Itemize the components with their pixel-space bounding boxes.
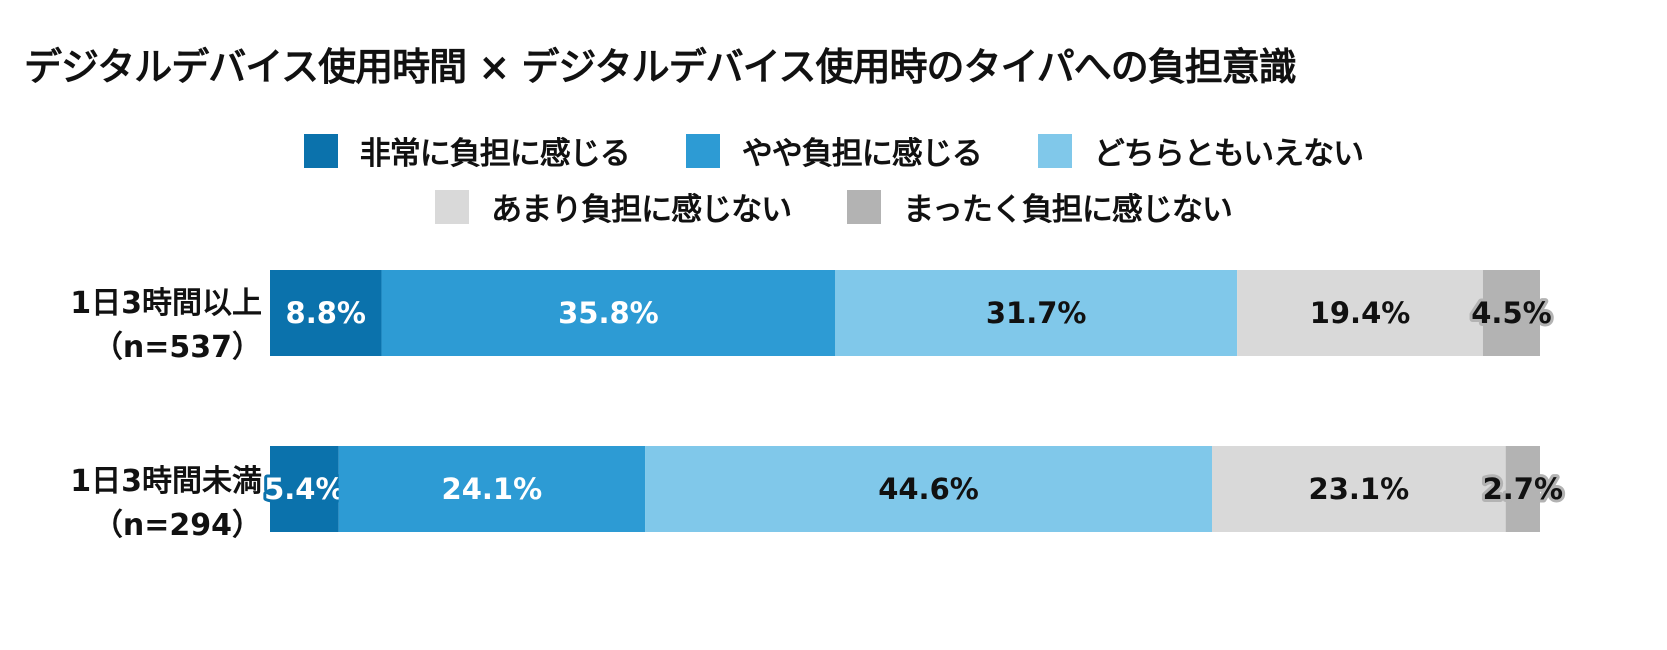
bar-segment-under-3h-not-at-all-burdened bbox=[1505, 446, 1540, 532]
legend-label-not-at-all-burdened: まったく負担に感じない bbox=[903, 192, 1233, 228]
row-label-under-3h-line2: （n=294） bbox=[92, 508, 262, 543]
legend-swatch-very-burdened bbox=[303, 133, 338, 168]
bar-segment-3h-or-more-very-burdened bbox=[270, 270, 382, 356]
data-label-3h-or-more-neutral: 31.7% bbox=[986, 296, 1087, 330]
row-label-under-3h: 1日3時間未満 （n=294） bbox=[70, 460, 262, 548]
row-label-3h-or-more-line1: 1日3時間以上 bbox=[70, 286, 262, 321]
data-label-under-3h-neutral: 44.6% bbox=[878, 472, 979, 506]
row-label-3h-or-more-line2: （n=537） bbox=[92, 330, 262, 365]
data-label-under-3h-not-very-burdened: 23.1% bbox=[1309, 472, 1410, 506]
legend-item-not-very-burdened: あまり負担に感じない bbox=[435, 184, 792, 229]
legend-item-neutral: どちらともいえない bbox=[1037, 128, 1364, 173]
bar-segment-3h-or-more-somewhat-burdened bbox=[381, 270, 836, 356]
legend-swatch-neutral bbox=[1037, 133, 1072, 168]
data-label-under-3h-very-burdened: 5.4% bbox=[264, 472, 344, 506]
legend-swatch-not-very-burdened bbox=[435, 189, 470, 224]
data-label-3h-or-more-not-at-all-burdened: 4.5% bbox=[1471, 296, 1551, 330]
row-label-3h-or-more: 1日3時間以上 （n=537） bbox=[70, 282, 262, 370]
row-label-under-3h-line1: 1日3時間未満 bbox=[70, 464, 262, 499]
legend-item-somewhat-burdened: やや負担に感じる bbox=[685, 128, 983, 173]
legend-label-somewhat-burdened: やや負担に感じる bbox=[741, 136, 983, 172]
legend-label-neutral: どちらともいえない bbox=[1093, 136, 1364, 172]
data-label-3h-or-more-somewhat-burdened: 35.8% bbox=[558, 296, 659, 330]
legend-label-very-burdened: 非常に負担に感じる bbox=[359, 136, 631, 172]
bar-segment-under-3h-neutral bbox=[645, 446, 1213, 532]
legend-row-1: 非常に負担に感じる やや負担に感じる どちらともいえない bbox=[0, 128, 1667, 173]
bar-row-3h-or-more: 8.8% 35.8% 31.7% 19.4% 4.5% bbox=[270, 270, 1555, 356]
bar-segment-3h-or-more-not-very-burdened bbox=[1237, 270, 1483, 356]
bar-segment-3h-or-more-not-at-all-burdened bbox=[1482, 270, 1540, 356]
bar-row-under-3h: 5.4% 24.1% 44.6% 23.1% 2.7% bbox=[261, 446, 1566, 532]
legend-label-not-very-burdened: あまり負担に感じない bbox=[491, 192, 792, 228]
data-label-3h-or-more-very-burdened: 8.8% bbox=[286, 296, 366, 330]
chart-title: デジタルデバイス使用時間 × デジタルデバイス使用時のタイパへの負担意識 bbox=[24, 45, 1297, 89]
legend-item-not-at-all-burdened: まったく負担に感じない bbox=[847, 184, 1233, 229]
bar-segment-3h-or-more-neutral bbox=[835, 270, 1238, 356]
data-label-under-3h-not-at-all-burdened: 2.7% bbox=[1483, 472, 1563, 506]
data-label-3h-or-more-not-very-burdened: 19.4% bbox=[1310, 296, 1411, 330]
legend-swatch-somewhat-burdened bbox=[685, 133, 720, 168]
legend-row-2: あまり負担に感じない まったく負担に感じない bbox=[0, 184, 1667, 229]
bar-segment-under-3h-not-very-burdened bbox=[1212, 446, 1506, 532]
bar-segment-under-3h-very-burdened bbox=[270, 446, 339, 532]
legend-item-very-burdened: 非常に負担に感じる bbox=[303, 128, 631, 173]
data-label-under-3h-somewhat-burdened: 24.1% bbox=[442, 472, 543, 506]
bar-segment-under-3h-somewhat-burdened bbox=[338, 446, 646, 532]
legend-swatch-not-at-all-burdened bbox=[847, 189, 882, 224]
